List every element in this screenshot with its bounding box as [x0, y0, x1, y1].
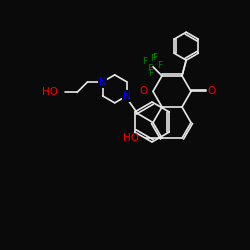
Text: F: F — [150, 54, 156, 63]
Text: F: F — [158, 61, 162, 70]
Text: O: O — [207, 86, 216, 97]
Text: F: F — [148, 64, 152, 73]
Text: HO: HO — [42, 87, 58, 97]
Text: F: F — [148, 69, 154, 78]
Text: N: N — [99, 77, 106, 87]
Text: O: O — [140, 86, 148, 97]
Text: HO: HO — [123, 133, 139, 143]
Text: F: F — [142, 57, 148, 66]
Text: F: F — [152, 53, 158, 62]
Text: N: N — [123, 91, 131, 101]
